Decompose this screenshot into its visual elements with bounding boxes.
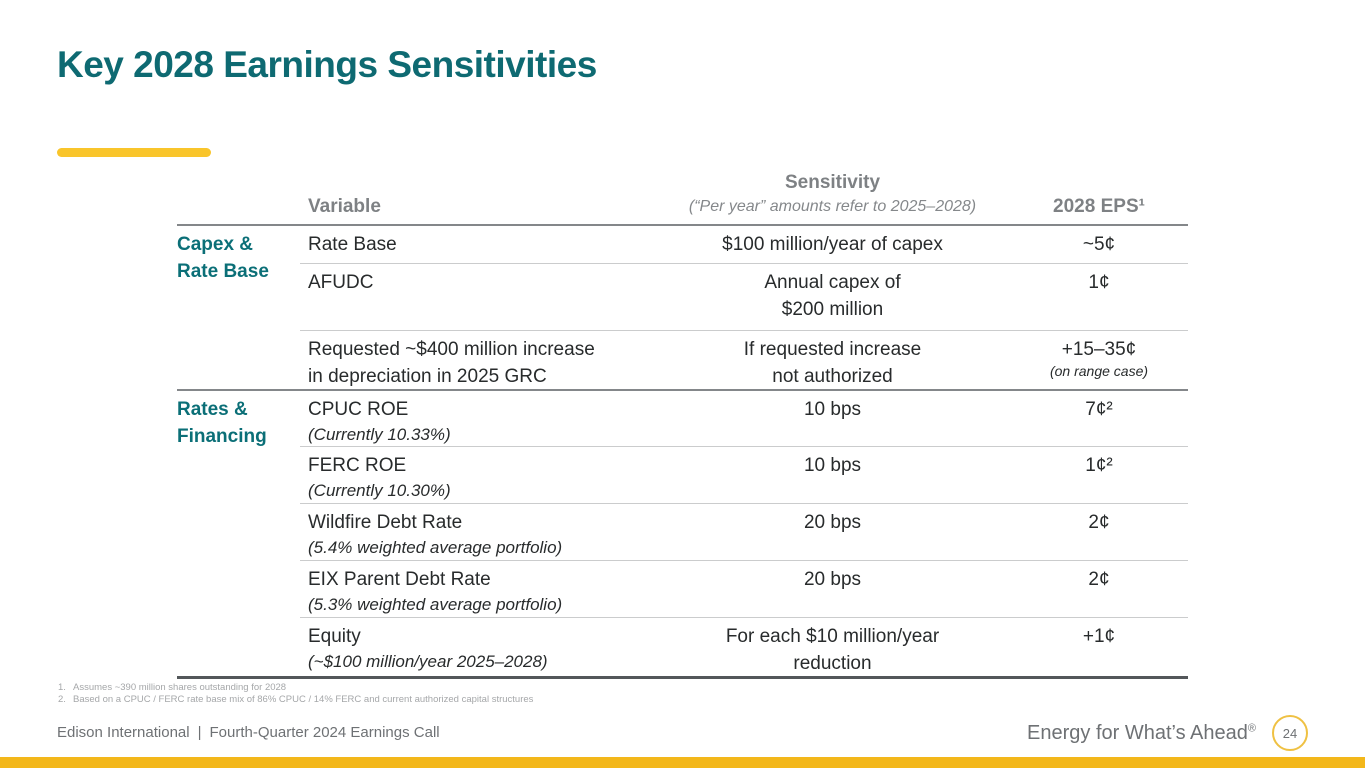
footnote-number: 1. xyxy=(58,682,66,693)
variable-name: Requested ~$400 million increase xyxy=(308,339,595,360)
variable-detail: (Currently 10.30%) xyxy=(308,481,451,500)
sensitivity-value: 10 bps xyxy=(803,399,862,420)
eps-value: ~5¢ xyxy=(1082,234,1116,255)
page-number: 24 xyxy=(1282,725,1298,741)
sensitivity-cell: 10 bps xyxy=(655,446,1010,503)
sensitivity-cell: If requested increase not authorized xyxy=(655,330,1010,389)
page-number-badge: 24 xyxy=(1272,715,1308,751)
eps-cell: 1¢² xyxy=(1010,446,1188,503)
footnotes: 1. Assumes ~390 million shares outstandi… xyxy=(58,682,533,705)
variable-cell: FERC ROE (Currently 10.30%) xyxy=(300,446,655,503)
sensitivities-table: Variable Sensitivity (“Per year” amounts… xyxy=(177,169,1188,679)
variable-detail: (5.4% weighted average portfolio) xyxy=(308,538,563,557)
footer-branding: Energy for What’s Ahead® 24 xyxy=(1027,715,1308,751)
footnote-text: Assumes ~390 million shares outstanding … xyxy=(73,682,287,693)
sensitivity-value-line2: not authorized xyxy=(772,366,893,387)
eps-value: 2¢ xyxy=(1088,512,1110,533)
column-header-spacer xyxy=(177,169,300,226)
row-group-label-rates-financing: Rates & Financing xyxy=(177,389,300,676)
column-header-sensitivity: Sensitivity (“Per year” amounts refer to… xyxy=(655,169,1010,226)
variable-detail: (5.3% weighted average portfolio) xyxy=(308,595,563,614)
sensitivity-cell: 10 bps xyxy=(655,389,1010,446)
sensitivity-value: 20 bps xyxy=(803,569,862,590)
variable-cell: CPUC ROE (Currently 10.33%) xyxy=(300,389,655,446)
eps-cell: +1¢ xyxy=(1010,617,1188,676)
variable-name: Wildfire Debt Rate xyxy=(308,512,463,533)
group-label-line: Financing xyxy=(177,426,267,447)
sensitivity-value: 10 bps xyxy=(803,455,862,476)
variable-name: EIX Parent Debt Rate xyxy=(308,569,491,590)
sensitivity-value: $100 million/year of capex xyxy=(722,234,943,255)
sensitivity-cell: 20 bps xyxy=(655,503,1010,560)
eps-value: +15–35¢ xyxy=(1061,339,1137,360)
footnote-2: 2. Based on a CPUC / FERC rate base mix … xyxy=(58,694,533,706)
brand-tagline: Energy for What’s Ahead® xyxy=(1027,722,1256,745)
registered-mark: ® xyxy=(1247,721,1256,734)
variable-detail: (Currently 10.33%) xyxy=(308,425,451,444)
eps-cell: 2¢ xyxy=(1010,503,1188,560)
bottom-accent-bar xyxy=(0,757,1365,768)
column-header-eps: 2028 EPS¹ xyxy=(1010,169,1188,226)
column-header-sensitivity-label: Sensitivity xyxy=(784,172,881,193)
eps-value: 2¢ xyxy=(1088,569,1110,590)
variable-name: CPUC ROE xyxy=(308,399,409,420)
eps-cell: 7¢² xyxy=(1010,389,1188,446)
footnote-number: 2. xyxy=(58,693,66,705)
variable-cell: AFUDC xyxy=(300,263,655,330)
row-group-label-capex-rate-base: Capex & Rate Base xyxy=(177,226,300,389)
variable-cell: Wildfire Debt Rate (5.4% weighted averag… xyxy=(300,503,655,560)
eps-cell: ~5¢ xyxy=(1010,226,1188,263)
footer-divider: | xyxy=(197,724,202,741)
sensitivity-cell: 20 bps xyxy=(655,560,1010,617)
variable-name: FERC ROE xyxy=(308,455,407,476)
footer-brand: Edison International xyxy=(57,724,190,741)
tagline-text: Energy for What’s Ahead xyxy=(1027,721,1248,744)
variable-cell: Requested ~$400 million increase in depr… xyxy=(300,330,655,389)
column-header-sensitivity-note: (“Per year” amounts refer to 2025–2028) xyxy=(688,198,977,215)
variable-name: Equity xyxy=(308,626,361,647)
sensitivity-value: 20 bps xyxy=(803,512,862,533)
sensitivity-cell: For each $10 million/year reduction xyxy=(655,617,1010,676)
eps-value: 1¢ xyxy=(1088,272,1110,293)
group-label-line: Capex & xyxy=(177,234,254,255)
footer-event: Fourth-Quarter 2024 Earnings Call xyxy=(209,724,440,741)
variable-name: Rate Base xyxy=(308,234,397,255)
footnote-text: Based on a CPUC / FERC rate base mix of … xyxy=(73,693,534,705)
sensitivity-value-line2: reduction xyxy=(793,653,872,674)
group-label-line: Rate Base xyxy=(177,261,269,282)
variable-cell: Equity (~$100 million/year 2025–2028) xyxy=(300,617,655,676)
sensitivity-value-line2: $200 million xyxy=(781,299,884,320)
variable-cell: Rate Base xyxy=(300,226,655,263)
sensitivity-value: For each $10 million/year xyxy=(725,626,940,647)
variable-cell: EIX Parent Debt Rate (5.3% weighted aver… xyxy=(300,560,655,617)
eps-cell: 1¢ xyxy=(1010,263,1188,330)
eps-value: 1¢² xyxy=(1085,455,1113,476)
column-header-variable: Variable xyxy=(300,169,655,226)
title-underline-bar xyxy=(57,148,211,157)
eps-cell: +15–35¢ (on range case) xyxy=(1010,330,1188,389)
sensitivity-value: Annual capex of xyxy=(764,272,901,293)
eps-value: 7¢² xyxy=(1085,399,1113,420)
sensitivity-cell: $100 million/year of capex xyxy=(655,226,1010,263)
footnote-1: 1. Assumes ~390 million shares outstandi… xyxy=(58,682,533,694)
group-label-line: Rates & xyxy=(177,399,248,420)
eps-value: +1¢ xyxy=(1082,626,1116,647)
sensitivity-cell: Annual capex of $200 million xyxy=(655,263,1010,330)
variable-detail: (~$100 million/year 2025–2028) xyxy=(308,652,548,671)
eps-qualifier: (on range case) xyxy=(1049,363,1149,379)
variable-name: AFUDC xyxy=(308,272,374,293)
slide-title: Key 2028 Earnings Sensitivities xyxy=(57,44,597,85)
variable-name-line2: in depreciation in 2025 GRC xyxy=(308,366,547,387)
footer-attribution: Edison International | Fourth-Quarter 20… xyxy=(57,724,440,741)
sensitivity-value: If requested increase xyxy=(743,339,922,360)
eps-cell: 2¢ xyxy=(1010,560,1188,617)
